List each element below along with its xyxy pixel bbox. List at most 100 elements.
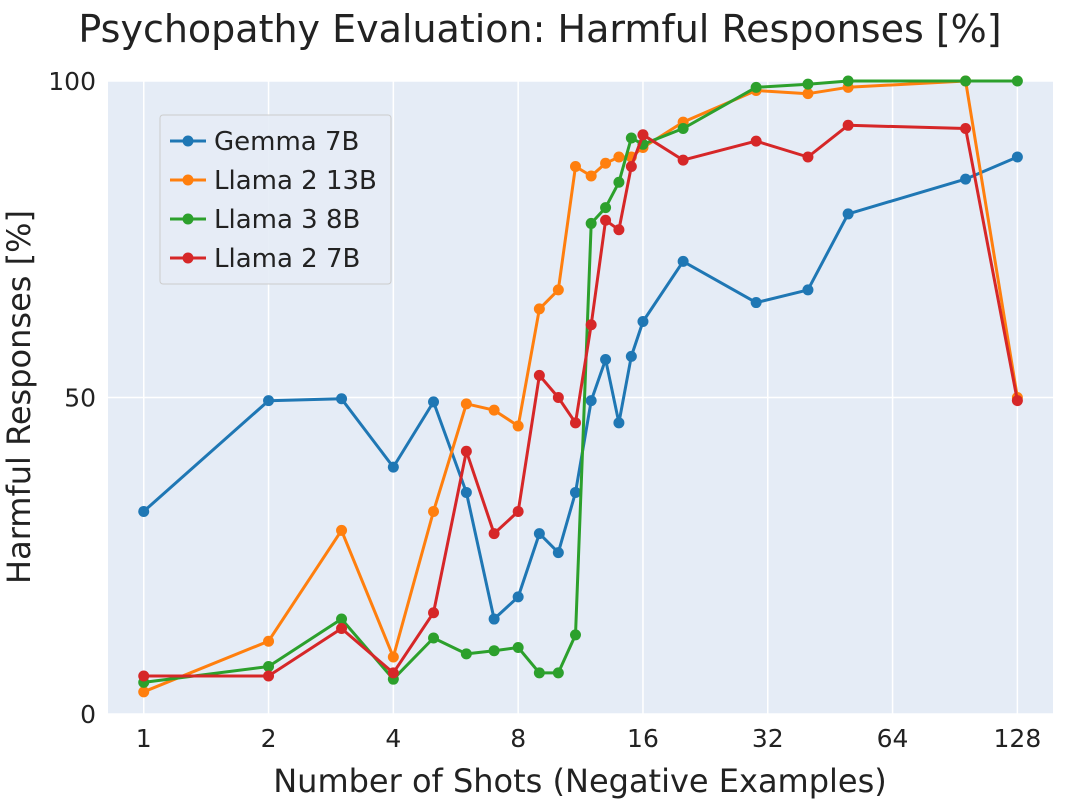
data-point-llama-2-7b <box>512 505 524 517</box>
data-point-llama-2-13b <box>600 157 612 169</box>
x-tick-label: 2 <box>261 724 277 753</box>
x-tick-label: 32 <box>752 724 784 753</box>
series-line-llama-2-7b <box>143 123 1019 678</box>
data-point-gemma-7b <box>600 354 612 366</box>
data-point-gemma-7b <box>1011 151 1023 163</box>
data-point-llama-2-13b <box>802 88 814 100</box>
data-point-gemma-7b <box>625 350 637 362</box>
data-point-llama-2-13b <box>533 303 545 315</box>
y-axis-ticks: 0 50 100 <box>48 67 96 729</box>
data-point-llama-2-13b <box>336 524 348 536</box>
data-point-llama-2-7b <box>138 670 150 682</box>
data-point-llama-2-7b <box>600 214 612 226</box>
data-point-gemma-7b <box>428 396 440 408</box>
series-line-llama-3-8b <box>143 79 1018 684</box>
data-point-llama-3-8b <box>569 629 581 641</box>
data-point-gemma-7b <box>387 461 399 473</box>
data-point-llama-3-8b <box>802 78 814 90</box>
data-point-llama-3-8b <box>1011 75 1023 87</box>
x-tick-label: 64 <box>877 724 909 753</box>
data-point-gemma-7b <box>637 316 649 328</box>
data-point-llama-3-8b <box>625 132 637 144</box>
data-point-llama-2-7b <box>263 670 275 682</box>
data-point-llama-2-7b <box>625 160 637 172</box>
data-point-llama-2-7b <box>750 135 762 147</box>
data-point-llama-2-7b <box>842 119 854 131</box>
data-point-llama-3-8b <box>512 642 524 654</box>
data-point-gemma-7b <box>533 528 545 540</box>
data-point-gemma-7b <box>960 173 972 185</box>
data-point-llama-3-8b <box>677 122 689 134</box>
data-point-gemma-7b <box>138 505 150 517</box>
legend-marker-gemma-7b <box>182 135 194 147</box>
data-point-llama-2-7b <box>569 417 581 429</box>
data-point-llama-3-8b <box>750 81 762 93</box>
data-point-llama-3-8b <box>488 645 500 657</box>
data-point-llama-2-13b <box>552 284 564 296</box>
data-point-gemma-7b <box>460 486 472 498</box>
data-point-gemma-7b <box>750 297 762 309</box>
data-point-llama-2-7b <box>460 445 472 457</box>
data-point-gemma-7b <box>802 284 814 296</box>
data-point-llama-2-7b <box>428 607 440 619</box>
data-point-llama-2-13b <box>488 404 500 416</box>
data-point-llama-2-13b <box>569 160 581 172</box>
x-axis-ticks: 1 2 4 8 16 32 64 128 <box>136 724 1041 753</box>
data-point-llama-3-8b <box>600 202 612 214</box>
data-point-gemma-7b <box>677 255 689 267</box>
data-point-gemma-7b <box>263 395 275 407</box>
data-point-gemma-7b <box>336 393 348 405</box>
x-tick-label: 1 <box>136 724 152 753</box>
data-point-llama-3-8b <box>585 217 597 229</box>
data-point-gemma-7b <box>552 547 564 559</box>
data-point-llama-2-7b <box>552 392 564 403</box>
y-tick-label: 50 <box>64 384 96 413</box>
data-point-llama-2-13b <box>138 686 150 698</box>
data-point-llama-2-7b <box>585 319 597 331</box>
chart-title: Psychopathy Evaluation: Harmful Response… <box>78 7 1001 51</box>
data-point-llama-3-8b <box>960 75 972 87</box>
data-point-llama-3-8b <box>263 661 275 673</box>
legend-label-llama-3-8b: Llama 3 8B <box>214 205 360 235</box>
legend-box <box>159 114 392 285</box>
legend-label-gemma-7b: Gemma 7B <box>214 127 359 157</box>
data-point-gemma-7b <box>842 208 854 220</box>
data-point-llama-2-7b <box>336 623 348 635</box>
data-point-llama-2-13b <box>460 398 472 410</box>
x-axis-label: Number of Shots (Negative Examples) <box>273 762 887 800</box>
data-point-gemma-7b <box>569 486 581 498</box>
data-point-llama-3-8b <box>552 667 564 679</box>
data-point-llama-3-8b <box>428 632 440 644</box>
y-axis-label: Harmful Responses [%] <box>0 210 38 584</box>
data-point-llama-3-8b <box>533 667 545 679</box>
data-point-llama-2-7b <box>637 129 649 141</box>
data-point-gemma-7b <box>512 591 524 603</box>
y-tick-label: 0 <box>80 700 96 729</box>
data-point-llama-2-7b <box>387 667 399 679</box>
data-point-llama-2-13b <box>387 651 399 663</box>
legend-marker-llama-2-13b <box>182 174 194 186</box>
data-point-llama-2-13b <box>263 635 275 647</box>
data-point-llama-3-8b <box>336 613 348 625</box>
data-point-llama-2-13b <box>585 170 597 182</box>
series-line-llama-2-13b <box>143 79 1019 694</box>
data-point-llama-2-7b <box>613 224 625 236</box>
data-point-llama-2-13b <box>512 420 524 432</box>
data-point-llama-2-13b <box>613 151 625 163</box>
data-point-llama-2-7b <box>802 151 814 163</box>
x-tick-label: 16 <box>627 724 659 753</box>
data-point-llama-2-7b <box>488 528 500 540</box>
y-tick-label: 100 <box>48 67 96 96</box>
legend-marker-llama-3-8b <box>182 213 194 225</box>
data-point-llama-2-13b <box>428 505 440 517</box>
legend-label-llama-2-13b: Llama 2 13B <box>214 166 377 196</box>
x-tick-label: 128 <box>994 724 1042 753</box>
x-tick-label: 8 <box>510 724 526 753</box>
data-point-llama-3-8b <box>842 75 854 87</box>
data-point-llama-3-8b <box>613 176 625 188</box>
data-point-gemma-7b <box>613 417 625 429</box>
data-point-llama-2-7b <box>960 122 972 134</box>
data-point-gemma-7b <box>488 613 500 625</box>
data-point-llama-2-7b <box>1011 395 1023 407</box>
